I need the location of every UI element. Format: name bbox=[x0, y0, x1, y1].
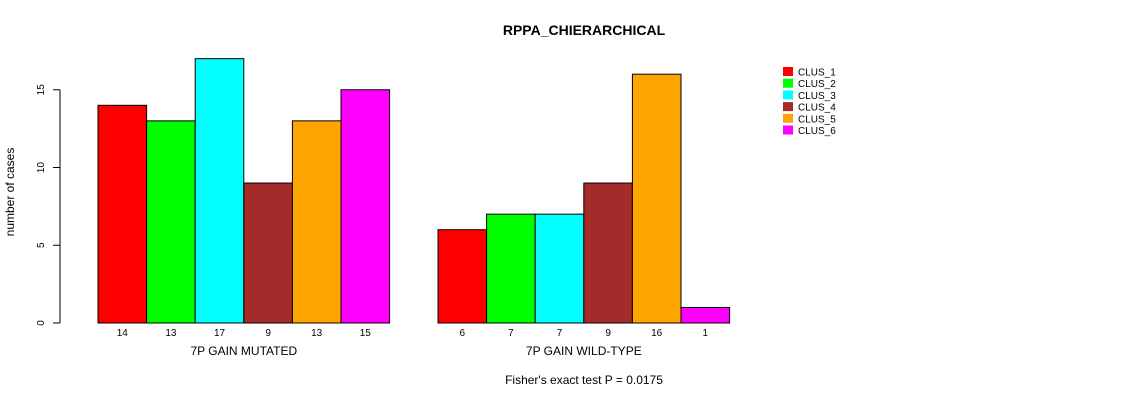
legend-entry: CLUS_5 bbox=[798, 114, 836, 125]
bar-value-label: 15 bbox=[360, 328, 372, 339]
bar-clus-2 bbox=[486, 213, 536, 324]
y-tick-label: 10 bbox=[36, 162, 47, 174]
bar-clus-3 bbox=[534, 213, 585, 324]
fisher-test-footnote: Fisher's exact test P = 0.0175 bbox=[505, 373, 663, 387]
group-label: 7P GAIN MUTATED bbox=[190, 344, 297, 358]
bar-value-label: 14 bbox=[117, 328, 129, 339]
y-tick-label: 5 bbox=[36, 242, 47, 248]
bar-value-label: 1 bbox=[703, 328, 709, 339]
legend-swatch bbox=[783, 78, 793, 88]
bar-clus-6 bbox=[340, 89, 391, 324]
bar-clus-6 bbox=[680, 306, 731, 324]
bars: 14 13 17 9 13 15 7P GAIN MUTATED 6 7 7 9 16 1 7P GAIN… bbox=[97, 58, 731, 358]
y-axis: 0 5 10 15 bbox=[36, 84, 61, 326]
bar-value-label: 16 bbox=[651, 328, 663, 339]
legend-swatch bbox=[783, 125, 793, 135]
bar-value-label: 17 bbox=[214, 328, 226, 339]
bar-value-label: 13 bbox=[311, 328, 323, 339]
bar-value-label: 6 bbox=[460, 328, 466, 339]
legend-swatch bbox=[783, 113, 793, 123]
legend-entry: CLUS_2 bbox=[798, 79, 836, 90]
legend-swatch bbox=[783, 67, 793, 76]
bar-clus-3 bbox=[194, 58, 245, 324]
bar-clus-5 bbox=[291, 120, 342, 324]
bar-clus-4 bbox=[583, 182, 633, 324]
bar-value-label: 7 bbox=[557, 328, 563, 339]
legend-swatch bbox=[783, 102, 793, 112]
bar-value-label: 13 bbox=[165, 328, 177, 339]
legend-entry: CLUS_4 bbox=[798, 103, 836, 114]
bar-clus-1 bbox=[437, 229, 488, 324]
bar-value-label: 9 bbox=[265, 328, 271, 339]
bar-clus-5 bbox=[631, 73, 682, 324]
bar-value-label: 7 bbox=[508, 328, 514, 339]
bar-clus-2 bbox=[146, 120, 196, 324]
legend-swatch bbox=[783, 90, 793, 100]
bar-value-label: 9 bbox=[605, 328, 611, 339]
group-label: 7P GAIN WILD-TYPE bbox=[526, 344, 642, 358]
y-tick-label: 0 bbox=[36, 320, 47, 326]
legend-entry: CLUS_3 bbox=[798, 91, 836, 102]
bar-clus-1 bbox=[97, 104, 148, 324]
legend-entry: CLUS_1 bbox=[798, 68, 836, 79]
legend-entry: CLUS_6 bbox=[798, 126, 836, 137]
y-axis-label: number of cases bbox=[3, 148, 17, 237]
chart-title: RPPA_CHIERARCHICAL bbox=[503, 22, 666, 38]
y-tick-label: 15 bbox=[36, 84, 47, 96]
bar-clus-4 bbox=[243, 182, 293, 324]
